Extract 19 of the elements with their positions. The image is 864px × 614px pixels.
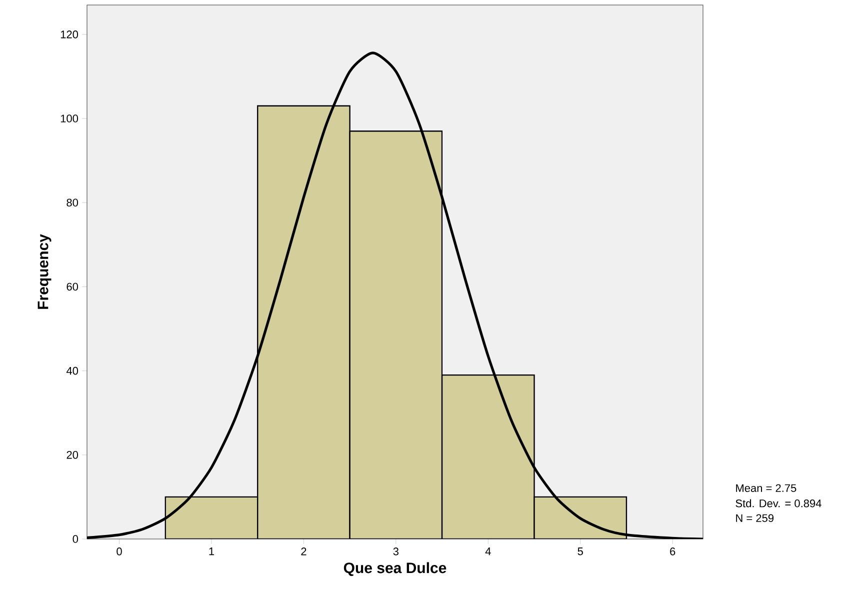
x-tick-label: 6 [670,548,676,556]
x-tick-label: 1 [209,548,214,556]
x-tick-label: 5 [578,548,583,556]
text: Mean = 2.75 [736,484,796,492]
x-axis-title: Que sea Dulce [344,562,446,576]
text: N = 259 [736,514,774,522]
text: Std. Dev. = 0.894 [736,499,822,508]
y-tick-label: 0 [72,535,78,543]
y-tick-label: 20 [66,451,78,459]
y-tick-label: 100 [60,114,78,122]
y-tick-label: 60 [66,282,78,291]
y-tick-label: 80 [66,198,78,207]
y-axis-title: Frequency [38,234,52,309]
x-tick-label: 0 [116,548,122,556]
x-tick-label: 2 [301,548,306,556]
y-tick-label: 120 [60,30,78,38]
x-tick-label: 3 [393,548,398,556]
y-tick-label: 40 [66,366,78,375]
x-tick-label: 4 [485,548,491,556]
